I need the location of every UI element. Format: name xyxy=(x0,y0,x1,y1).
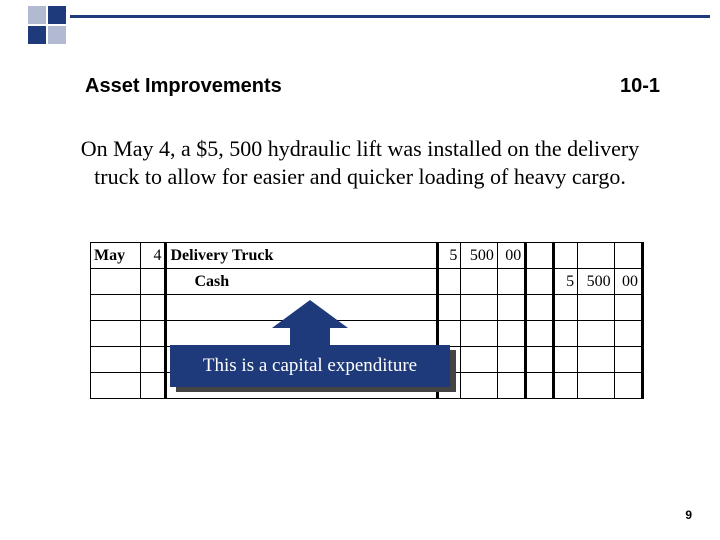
cell-month: May xyxy=(91,243,141,269)
callout-box: This is a capital expenditure xyxy=(170,345,450,387)
page-number: 9 xyxy=(685,508,692,522)
cell-gap xyxy=(526,243,554,269)
callout: This is a capital expenditure xyxy=(170,300,450,387)
slide-ref: 10-1 xyxy=(620,75,660,98)
cell-credit-cents: 00 xyxy=(614,269,642,295)
cell-credit-thousands: 5 xyxy=(554,269,578,295)
arrow-stem xyxy=(290,327,330,347)
body-text: On May 4, a $5, 500 hydraulic lift was i… xyxy=(60,135,660,190)
cell-debit-cents: 00 xyxy=(497,243,525,269)
table-row: May 4 Delivery Truck 5 500 00 xyxy=(91,243,643,269)
arrow-up-icon xyxy=(272,300,348,328)
slide-title: Asset Improvements xyxy=(85,75,282,98)
cell-credit-cents xyxy=(614,243,642,269)
cell-description: Delivery Truck xyxy=(166,243,437,269)
table-row: Cash 5 500 00 xyxy=(91,269,643,295)
cell-credit-hundreds: 500 xyxy=(578,269,615,295)
corner-decoration xyxy=(0,0,160,50)
cell-description: Cash xyxy=(166,269,437,295)
cell-debit-hundreds: 500 xyxy=(461,243,498,269)
cell-credit-hundreds xyxy=(578,243,615,269)
cell-day: 4 xyxy=(140,243,166,269)
cell-credit-thousands xyxy=(554,243,578,269)
cell-debit-thousands: 5 xyxy=(437,243,461,269)
